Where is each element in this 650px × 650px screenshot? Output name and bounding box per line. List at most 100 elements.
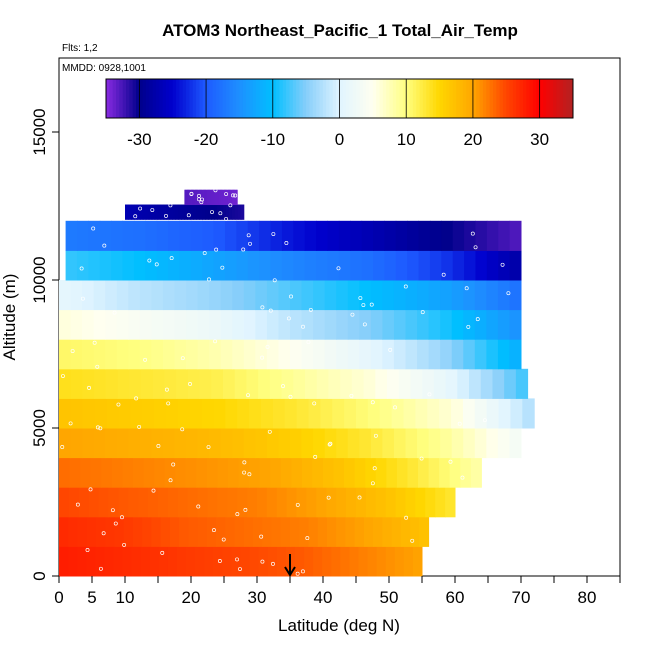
x-tick-label: 10	[116, 588, 135, 607]
heatmap-cell	[160, 516, 171, 547]
colorbar-strip	[146, 79, 150, 118]
heatmap-cell	[175, 457, 187, 488]
heatmap-cell	[522, 398, 535, 429]
heatmap-cell	[290, 428, 303, 459]
x-tick-label: 50	[380, 588, 399, 607]
heatmap-cell	[128, 428, 141, 459]
heatmap-cell	[284, 398, 298, 429]
heatmap-cell	[220, 189, 222, 206]
colorbar-strip	[356, 79, 361, 118]
colorbar-strip	[296, 79, 300, 118]
heatmap-cell	[70, 280, 83, 311]
heatmap-cell	[90, 457, 102, 488]
heatmap-cell	[105, 339, 118, 370]
flight-track-dot	[186, 213, 191, 218]
flight-track-dot	[271, 232, 276, 236]
heatmap-cell	[80, 457, 92, 488]
heatmap-cell	[174, 280, 187, 311]
colorbar-strip	[109, 79, 114, 118]
flight-track-dot	[79, 266, 84, 271]
heatmap-cell	[199, 204, 203, 220]
heatmap-cell	[157, 204, 162, 220]
colorbar-strip	[276, 79, 280, 118]
heatmap-cell	[262, 516, 273, 547]
flight-track-dot	[217, 559, 222, 563]
heatmap-cell	[428, 457, 440, 488]
heatmap-cell	[270, 250, 283, 281]
heatmap-cell	[336, 516, 346, 547]
heatmap-cell	[278, 339, 291, 370]
flight-track-dot	[75, 502, 80, 507]
colorbar-strip	[156, 79, 160, 118]
heatmap-cell	[305, 368, 318, 399]
colorbar-strip	[186, 79, 190, 118]
colorbar-strip	[516, 79, 521, 118]
heatmap-cell	[70, 309, 83, 340]
heatmap-cell	[243, 280, 256, 311]
flight-track-dot	[308, 307, 313, 312]
flight-track-dot	[427, 392, 432, 397]
heatmap-cell	[223, 368, 236, 399]
heatmap-cell	[70, 339, 83, 370]
heatmap-cell	[133, 204, 138, 220]
heatmap-cell	[179, 516, 189, 547]
colorbar-strip	[152, 79, 157, 118]
y-axis-label: Altitude (m)	[0, 274, 19, 361]
flight-track-dot	[92, 340, 97, 345]
heatmap-cell	[179, 220, 192, 251]
heatmap-cell	[156, 250, 169, 281]
heatmap-cell	[105, 516, 115, 547]
flight-track-dots	[60, 188, 511, 576]
heatmap-cell	[168, 220, 180, 251]
flight-track-dot	[235, 557, 239, 562]
y-axis-ticks: 0 5000 10000 15000	[30, 108, 59, 581]
colorbar-strip	[236, 79, 240, 118]
flight-track-dot	[147, 258, 152, 263]
heatmap-cell	[301, 280, 314, 311]
heatmap-cell	[350, 250, 363, 281]
heatmap-cell	[202, 189, 205, 206]
colorbar-strip	[249, 79, 254, 118]
flight-track-dot	[210, 210, 214, 214]
heatmap-cell	[236, 250, 249, 281]
flight-track-dot	[120, 515, 124, 520]
heatmap-cell	[316, 487, 327, 518]
heatmap-cell	[396, 457, 408, 488]
heatmap-cell	[217, 487, 228, 518]
heatmap-cell	[419, 516, 430, 547]
heatmap-cell	[486, 220, 499, 251]
flight-track-dot	[403, 284, 408, 289]
flight-track-dot	[98, 426, 103, 431]
flight-track-dot	[206, 445, 211, 449]
colorbar-strip	[499, 79, 504, 118]
flight-track-dot	[295, 571, 300, 576]
heatmap-cell	[233, 189, 236, 206]
heatmap-cell	[141, 368, 154, 399]
flight-track-dot	[95, 425, 100, 430]
heatmap-cell	[278, 309, 291, 340]
colorbar-strip	[302, 79, 307, 118]
heatmap-cell	[94, 398, 108, 429]
heatmap-cell	[258, 546, 269, 577]
heatmap-cell	[451, 280, 464, 311]
colorbar	[105, 78, 574, 119]
colorbar-strip	[386, 79, 391, 118]
colorbar-strip	[272, 79, 277, 118]
colorbar-strip	[472, 79, 477, 118]
flight-track-dot	[233, 193, 238, 198]
heatmap-cell	[139, 339, 152, 370]
heatmap-cell	[145, 220, 158, 251]
colorbar-tick-label: 0	[335, 130, 344, 149]
colorbar-strip	[369, 79, 374, 118]
heatmap-cell	[68, 516, 78, 547]
colorbar-strip	[192, 79, 197, 118]
heatmap-cell	[70, 428, 83, 459]
colorbar-strip	[342, 79, 347, 118]
heatmap-cell	[113, 546, 124, 577]
heatmap-cell	[99, 220, 112, 251]
flight-track-dot	[336, 266, 341, 271]
heatmap-cell	[370, 309, 383, 340]
heatmap-cell	[327, 250, 340, 281]
heatmap-cell	[111, 250, 124, 281]
heatmap-cell	[227, 487, 238, 518]
